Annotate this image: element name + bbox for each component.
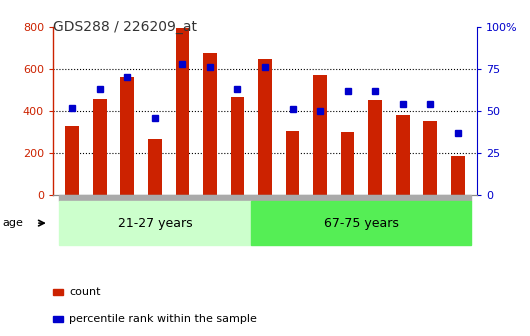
Text: count: count [69,287,100,297]
Bar [423,121,437,195]
Text: percentile rank within the sample: percentile rank within the sample [69,314,257,324]
Bar [258,59,272,195]
Bar [396,115,410,195]
Bar [341,132,355,195]
Text: 67-75 years: 67-75 years [324,217,399,229]
Text: GDS288 / 226209_at: GDS288 / 226209_at [53,20,197,34]
Bar [313,75,327,195]
Text: 21-27 years: 21-27 years [118,217,192,229]
Text: age: age [3,218,23,228]
Bar [120,77,134,195]
Bar [175,28,189,195]
Bar [148,139,162,195]
Bar [203,53,217,195]
Bar [368,100,382,195]
Bar [451,156,465,195]
Bar [286,131,299,195]
Bar [93,99,107,195]
Bar [231,97,244,195]
Bar [65,126,79,195]
